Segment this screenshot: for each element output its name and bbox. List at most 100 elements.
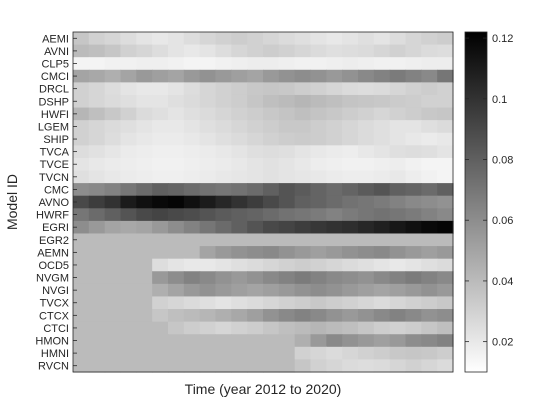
heatmap-cell [437, 107, 454, 121]
heatmap-cell [168, 183, 185, 197]
heatmap-cell [310, 107, 327, 121]
heatmap-cell [263, 220, 280, 235]
heatmap-cell [358, 57, 375, 71]
heatmap-cell [326, 57, 343, 71]
heatmap-cell [183, 82, 201, 96]
heatmap-cell [278, 283, 296, 298]
heatmap-cell [247, 271, 264, 285]
heatmap-cell [183, 246, 201, 260]
heatmap-cell [437, 120, 454, 134]
heatmap-cell [199, 346, 217, 360]
y-tick-label: OCD5 [38, 260, 69, 272]
heatmap-cell [88, 32, 106, 46]
heatmap-cell [437, 334, 454, 348]
heatmap-cell [342, 309, 359, 323]
heatmap-cell [310, 132, 327, 146]
heatmap-cell [278, 107, 296, 121]
heatmap-cell [73, 246, 90, 260]
heatmap-cell [326, 183, 343, 197]
heatmap-cell [326, 346, 343, 360]
heatmap-cell [310, 183, 327, 197]
heatmap-cell [310, 32, 327, 46]
heatmap-cell [405, 233, 422, 247]
heatmap-cell [421, 258, 438, 272]
heatmap-cell [437, 309, 454, 323]
heatmap-cell [183, 32, 201, 46]
heatmap-cell [373, 57, 391, 71]
heatmap-cell [405, 170, 422, 184]
heatmap-cell [358, 271, 375, 285]
heatmap-cell [136, 309, 153, 323]
heatmap-cell [294, 69, 312, 83]
heatmap-cell [342, 359, 359, 373]
heatmap-cell [294, 271, 312, 285]
heatmap-cell [389, 258, 407, 272]
heatmap-cell [231, 296, 248, 310]
heatmap-cell [231, 32, 248, 46]
heatmap-cell [88, 120, 106, 134]
heatmap-cell [389, 346, 407, 360]
heatmap-cell [120, 57, 137, 71]
heatmap-cell [263, 132, 280, 146]
heatmap-cell [263, 271, 280, 285]
heatmap-cell [168, 359, 185, 373]
heatmap-cell [405, 208, 422, 222]
heatmap-cell [231, 145, 248, 159]
heatmap-cell [421, 233, 438, 247]
heatmap-cell [168, 208, 185, 222]
heatmap-cell [183, 208, 201, 222]
y-tick-label: DRCL [39, 84, 69, 96]
heatmap-cell [263, 258, 280, 272]
y-tick-label: AEMN [37, 247, 69, 259]
heatmap-cell [215, 246, 232, 260]
heatmap-cell [389, 309, 407, 323]
heatmap-cell [358, 82, 375, 96]
heatmap-cell [199, 271, 217, 285]
heatmap-cell [152, 334, 169, 348]
colorbar-tick-label: 0.06 [492, 215, 513, 227]
heatmap-cell [263, 321, 280, 335]
heatmap-cell [389, 359, 407, 373]
heatmap-cell [136, 145, 153, 159]
heatmap-cell [231, 132, 248, 146]
heatmap-cell [73, 82, 90, 96]
heatmap-cell [73, 309, 90, 323]
heatmap-cell [263, 44, 280, 58]
heatmap-cell [278, 346, 296, 360]
heatmap-cell [389, 82, 407, 96]
heatmap-cell [104, 220, 122, 235]
colorbar [465, 32, 487, 372]
heatmap-cell [168, 233, 185, 247]
heatmap-cell [278, 82, 296, 96]
heatmap-cell [342, 82, 359, 96]
heatmap-cell [278, 220, 296, 235]
heatmap-cell [294, 359, 312, 373]
heatmap-cell [104, 120, 122, 134]
heatmap-cell [405, 283, 422, 298]
heatmap-cell [152, 321, 169, 335]
heatmap-cell [437, 82, 454, 96]
y-axis-label: Model ID [4, 174, 20, 230]
heatmap-cell [278, 157, 296, 172]
heatmap-cell [294, 246, 312, 260]
heatmap-cell [405, 32, 422, 46]
heatmap-cell [120, 321, 137, 335]
heatmap-cell [310, 321, 327, 335]
heatmap-cell [168, 346, 185, 360]
heatmap-cell [373, 296, 391, 310]
heatmap-cell [389, 283, 407, 298]
heatmap-cell [73, 283, 90, 298]
heatmap-cell [120, 233, 137, 247]
y-tick-label: EGR2 [39, 235, 69, 247]
heatmap-cell [73, 157, 90, 172]
heatmap-cell [168, 69, 185, 83]
heatmap-cell [437, 321, 454, 335]
heatmap-cell [152, 271, 169, 285]
heatmap-cell [405, 296, 422, 310]
heatmap-cell [73, 170, 90, 184]
heatmap-cell [389, 57, 407, 71]
heatmap-cell [152, 32, 169, 46]
heatmap-cell [183, 69, 201, 83]
heatmap-cell [278, 170, 296, 184]
heatmap-cell [120, 120, 137, 134]
